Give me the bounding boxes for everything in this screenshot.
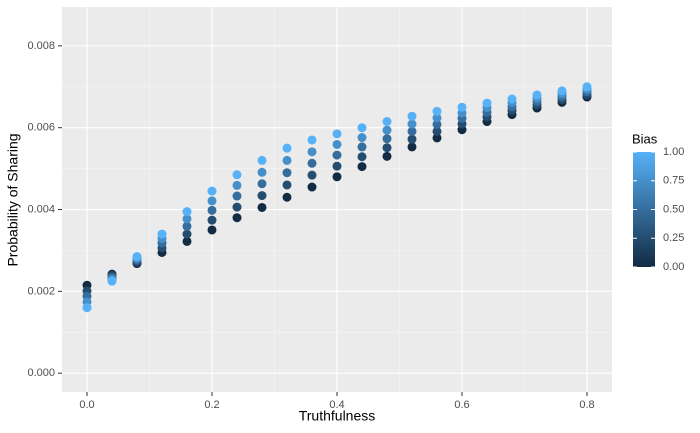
point bbox=[432, 106, 442, 116]
point bbox=[332, 172, 342, 182]
point bbox=[357, 133, 367, 143]
point bbox=[332, 161, 342, 171]
point bbox=[307, 135, 317, 145]
point bbox=[182, 207, 192, 217]
point bbox=[457, 102, 467, 112]
point bbox=[232, 180, 242, 190]
x-axis-title: Truthfulness bbox=[299, 408, 376, 424]
legend-label: 0.25 bbox=[663, 232, 684, 244]
point bbox=[382, 151, 392, 161]
y-tick-label: 0.008 bbox=[27, 40, 55, 52]
point bbox=[432, 113, 442, 123]
point bbox=[107, 276, 117, 286]
x-tick-label: 0.2 bbox=[204, 399, 219, 411]
point bbox=[407, 126, 417, 136]
point bbox=[507, 94, 517, 104]
point bbox=[257, 202, 267, 212]
point bbox=[182, 236, 192, 246]
point bbox=[232, 191, 242, 201]
point bbox=[357, 162, 367, 172]
point bbox=[257, 191, 267, 201]
y-axis-title: Probability of Sharing bbox=[5, 133, 21, 266]
y-tick-label: 0.002 bbox=[27, 285, 55, 297]
y-tick-label: 0.000 bbox=[27, 367, 55, 379]
point bbox=[382, 143, 392, 153]
legend-label: 0.75 bbox=[663, 175, 684, 187]
point bbox=[182, 214, 192, 224]
legend-label: 1.00 bbox=[663, 146, 684, 158]
point bbox=[232, 170, 242, 180]
point bbox=[557, 86, 567, 96]
x-tick-label: 0.4 bbox=[329, 399, 344, 411]
point bbox=[207, 225, 217, 235]
y-tick-label: 0.004 bbox=[27, 203, 55, 215]
point bbox=[432, 133, 442, 143]
point bbox=[357, 152, 367, 162]
x-tick-label: 0.8 bbox=[579, 399, 594, 411]
point bbox=[82, 303, 92, 313]
point bbox=[282, 155, 292, 165]
point bbox=[382, 117, 392, 127]
point bbox=[282, 192, 292, 202]
point bbox=[257, 179, 267, 189]
point bbox=[332, 139, 342, 149]
point bbox=[407, 119, 417, 129]
point bbox=[157, 229, 167, 239]
point bbox=[307, 158, 317, 168]
point bbox=[482, 98, 492, 108]
x-tick-label: 0.6 bbox=[454, 399, 469, 411]
point bbox=[232, 213, 242, 223]
point bbox=[282, 143, 292, 153]
y-tick-label: 0.006 bbox=[27, 122, 55, 134]
point bbox=[382, 125, 392, 135]
point bbox=[207, 186, 217, 196]
legend-label: 0.50 bbox=[663, 203, 684, 215]
point bbox=[407, 142, 417, 152]
point bbox=[332, 150, 342, 160]
point bbox=[307, 147, 317, 157]
point bbox=[207, 205, 217, 215]
point bbox=[232, 202, 242, 212]
x-tick-label: 0.0 bbox=[79, 399, 94, 411]
point bbox=[582, 82, 592, 92]
point bbox=[357, 142, 367, 152]
point bbox=[307, 170, 317, 180]
point bbox=[432, 126, 442, 136]
point bbox=[182, 221, 192, 231]
point bbox=[357, 123, 367, 133]
legend-title: Bias bbox=[632, 131, 658, 146]
point bbox=[182, 229, 192, 239]
point bbox=[332, 129, 342, 139]
point bbox=[207, 196, 217, 206]
point bbox=[307, 182, 317, 192]
point bbox=[257, 155, 267, 165]
point bbox=[257, 167, 267, 177]
point bbox=[407, 134, 417, 144]
point bbox=[132, 252, 142, 262]
point bbox=[432, 119, 442, 129]
point bbox=[282, 180, 292, 190]
legend-label: 0.00 bbox=[663, 261, 684, 273]
point bbox=[207, 215, 217, 225]
point bbox=[407, 111, 417, 121]
point bbox=[532, 90, 542, 100]
point bbox=[282, 168, 292, 178]
point bbox=[382, 134, 392, 144]
colorbar bbox=[633, 152, 655, 267]
